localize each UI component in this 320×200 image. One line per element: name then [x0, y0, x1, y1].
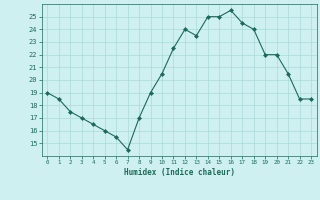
X-axis label: Humidex (Indice chaleur): Humidex (Indice chaleur): [124, 168, 235, 177]
